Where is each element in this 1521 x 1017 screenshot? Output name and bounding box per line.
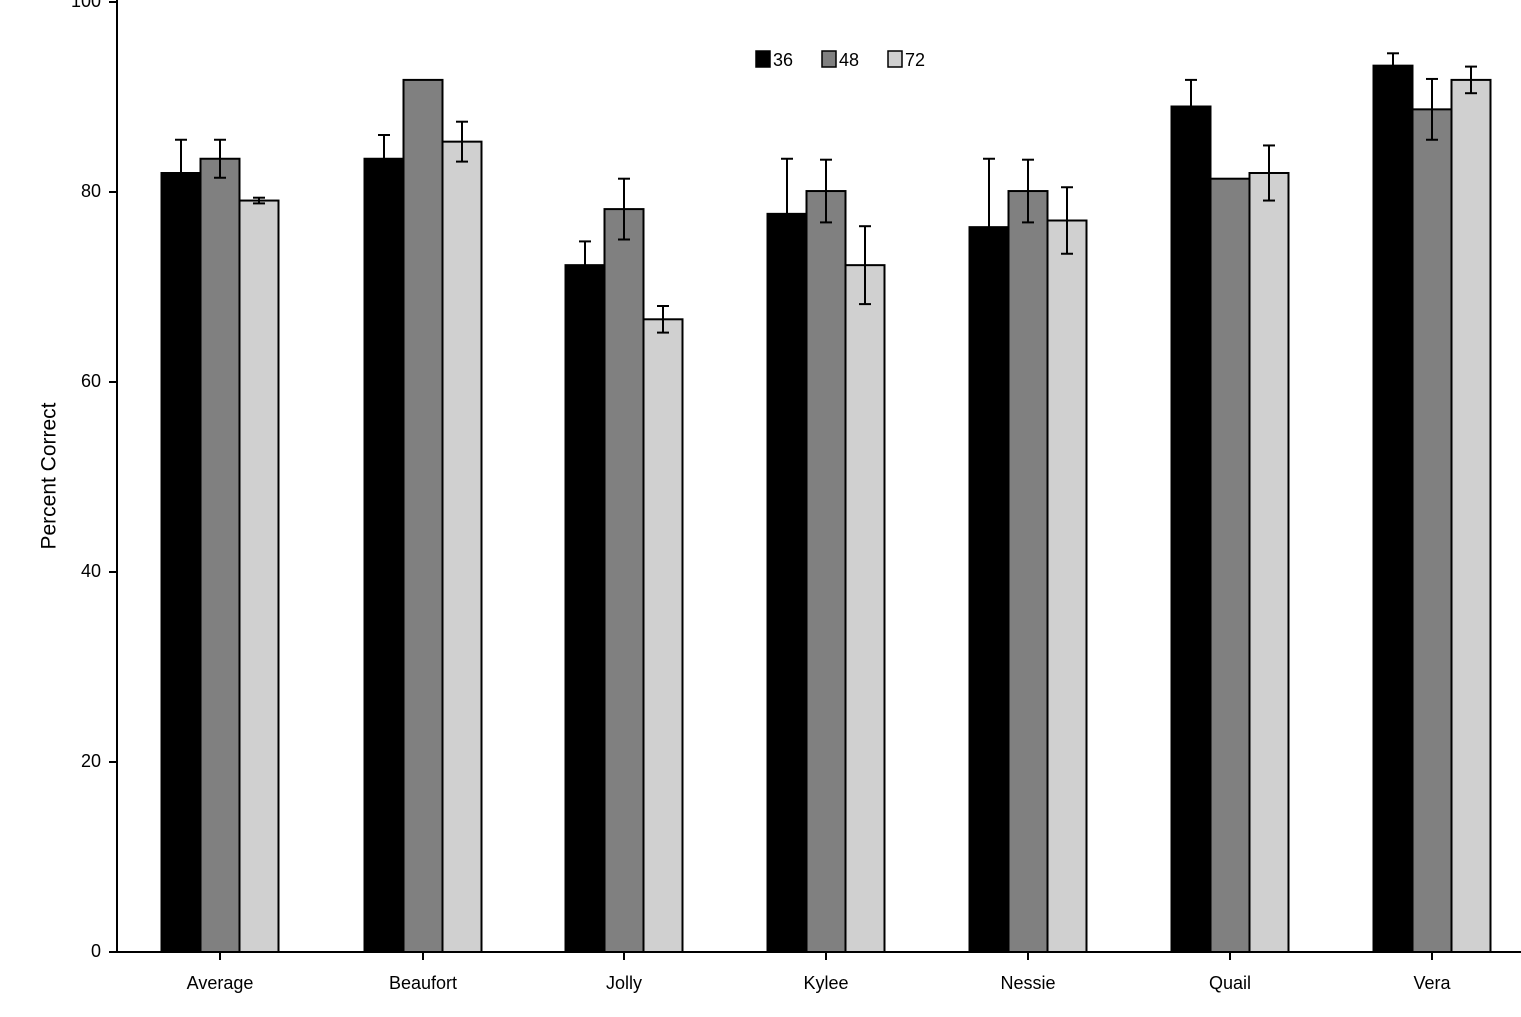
legend-swatch-48 <box>821 50 837 68</box>
legend-item-48: 48 <box>821 50 859 70</box>
x-tick-label-beaufort: Beaufort <box>389 973 457 993</box>
legend: 36 48 72 <box>755 50 925 70</box>
y-ticks-layer: 0 20 40 60 80 100 <box>71 0 117 961</box>
legend-item-72: 72 <box>887 50 925 70</box>
error-bar-beaufort-36 <box>378 134 390 184</box>
x-tick-label-jolly: Jolly <box>606 973 642 993</box>
bar-nessie-72 <box>1046 219 1088 953</box>
error-bar-average-72 <box>253 196 265 205</box>
legend-item-36: 36 <box>755 50 793 70</box>
bar-average-36 <box>160 172 202 953</box>
legend-swatch-72 <box>887 50 903 68</box>
bar-vera-48 <box>1411 108 1453 954</box>
bar-quail-36 <box>1170 105 1212 953</box>
error-bar-average-36 <box>175 138 187 208</box>
bar-beaufort-48 <box>402 78 444 953</box>
error-bar-nessie-72 <box>1061 186 1073 255</box>
x-tick-label-vera: Vera <box>1413 973 1451 993</box>
legend-swatch-36 <box>755 50 771 68</box>
error-bar-kylee-48 <box>820 158 832 224</box>
bar-nessie-36 <box>968 226 1010 953</box>
error-bar-nessie-36 <box>983 157 995 297</box>
bar-jolly-36 <box>564 264 606 953</box>
y-tick-label-20: 20 <box>81 751 101 771</box>
bar-quail-72 <box>1248 172 1290 953</box>
y-axis-title: Percent Correct <box>38 402 61 549</box>
bar-beaufort-72 <box>441 140 483 953</box>
bar-beaufort-36 <box>363 157 405 953</box>
bar-kylee-72 <box>844 264 886 953</box>
bar-jolly-72 <box>642 318 684 953</box>
y-tick-label-80: 80 <box>81 181 101 201</box>
error-bar-vera-36 <box>1387 52 1399 79</box>
y-tick-label-60: 60 <box>81 371 101 391</box>
error-bar-jolly-48 <box>618 177 630 241</box>
error-bar-quail-72 <box>1263 144 1275 202</box>
error-bar-quail-36 <box>1185 78 1197 135</box>
error-bar-nessie-48 <box>1022 158 1034 224</box>
axes-layer <box>116 0 1521 953</box>
bar-jolly-48 <box>603 208 645 954</box>
error-bar-average-48 <box>214 138 226 179</box>
bar-kylee-36 <box>766 212 808 954</box>
error-bars-layer <box>175 52 1477 334</box>
bar-kylee-48 <box>805 190 847 954</box>
bar-nessie-48 <box>1007 190 1049 954</box>
error-bar-jolly-72 <box>657 305 669 334</box>
x-ticks-layer: Average Beaufort Jolly Kylee Nessie Quail Vera <box>187 952 1452 993</box>
bar-vera-72 <box>1450 78 1492 953</box>
error-bar-kylee-72 <box>859 225 871 306</box>
error-bar-vera-48 <box>1426 77 1438 141</box>
legend-label-72: 72 <box>905 50 925 70</box>
y-tick-label-40: 40 <box>81 561 101 581</box>
bars-layer <box>160 64 1492 954</box>
bar-average-48 <box>199 157 241 953</box>
x-tick-label-average: Average <box>187 973 254 993</box>
bar-vera-36 <box>1372 64 1414 953</box>
error-bar-jolly-36 <box>579 240 591 290</box>
y-tick-label-100: 100 <box>71 0 101 11</box>
bar-quail-48 <box>1209 177 1251 953</box>
error-bar-beaufort-72 <box>456 120 468 163</box>
bar-average-72 <box>238 199 280 954</box>
error-bar-vera-72 <box>1465 65 1477 95</box>
legend-label-48: 48 <box>839 50 859 70</box>
legend-label-36: 36 <box>773 50 793 70</box>
x-tick-label-nessie: Nessie <box>1000 973 1055 993</box>
x-tick-label-quail: Quail <box>1209 973 1251 993</box>
y-tick-label-0: 0 <box>91 941 101 961</box>
error-bar-kylee-36 <box>781 157 793 270</box>
x-tick-label-kylee: Kylee <box>803 973 848 993</box>
